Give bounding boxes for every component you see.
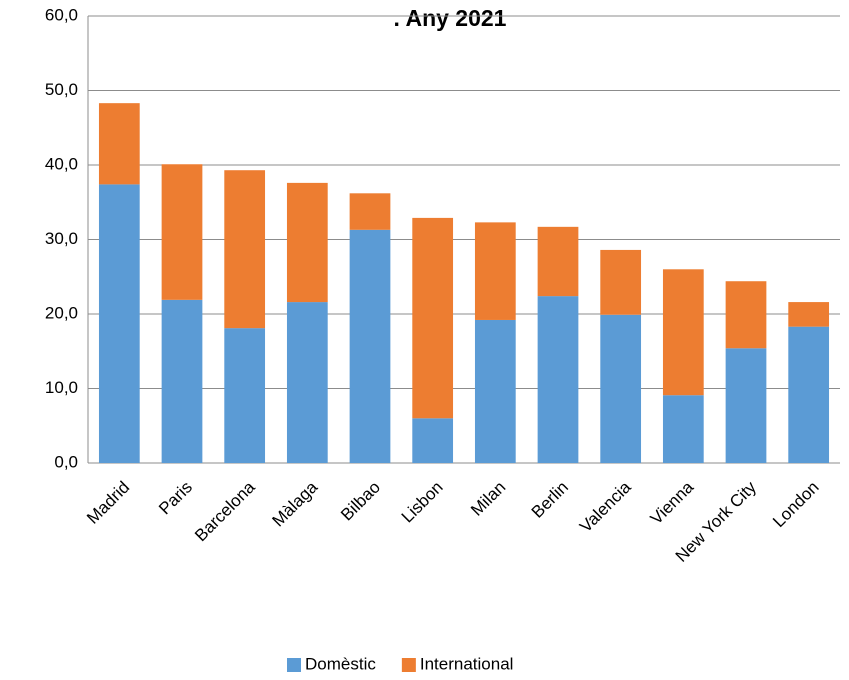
y-tick-label: 0,0 (54, 452, 78, 471)
bar-segment (662, 269, 704, 396)
legend-label: Domèstic (305, 654, 376, 673)
bar-segment (725, 281, 767, 349)
bar-segment (349, 193, 391, 230)
x-tick-label: Berlin (528, 478, 572, 522)
chart-title: . Any 2021 (394, 5, 507, 31)
legend-swatch (401, 658, 416, 672)
bar-segment (600, 314, 642, 463)
legend-swatch (287, 658, 301, 672)
x-tick-label: Lisbon (398, 478, 447, 527)
y-tick-label: 30,0 (45, 229, 78, 248)
x-tick-label: London (769, 478, 823, 532)
y-tick-label: 10,0 (45, 378, 78, 397)
bar-segment (161, 299, 203, 463)
bar-segment (474, 222, 516, 320)
bar-segment (286, 182, 328, 303)
x-tick-label: Valencia (576, 477, 635, 536)
y-tick-label: 40,0 (45, 154, 78, 173)
bar-segment (788, 326, 830, 463)
bar-segment (224, 170, 266, 329)
bar-segment (161, 164, 203, 300)
bar-segment (537, 296, 579, 463)
y-tick-label: 60,0 (45, 5, 78, 24)
bar-segment (98, 184, 140, 463)
bar-segment (600, 249, 642, 315)
x-tick-label: Vienna (647, 477, 698, 528)
bar-segment (224, 328, 266, 463)
y-tick-label: 50,0 (45, 80, 78, 99)
bar-segment (662, 395, 704, 463)
bar-segment (788, 302, 830, 327)
x-tick-label: Paris (155, 478, 196, 519)
bar-segment (725, 348, 767, 463)
x-tick-label: Milan (467, 478, 509, 520)
x-tick-label: Barcelona (191, 477, 259, 545)
bar-segment (412, 418, 454, 463)
bar-segment (537, 226, 579, 297)
x-tick-label: Bilbao (337, 478, 384, 525)
y-tick-label: 20,0 (45, 303, 78, 322)
legend-label: International (420, 654, 514, 673)
x-tick-label: Màlaga (268, 477, 321, 530)
bar-segment (98, 103, 140, 185)
bar-segment (474, 319, 516, 463)
bar-segment (349, 229, 391, 463)
bar-segment (286, 302, 328, 463)
x-tick-label: Madrid (83, 478, 133, 528)
bar-segment (412, 217, 454, 419)
